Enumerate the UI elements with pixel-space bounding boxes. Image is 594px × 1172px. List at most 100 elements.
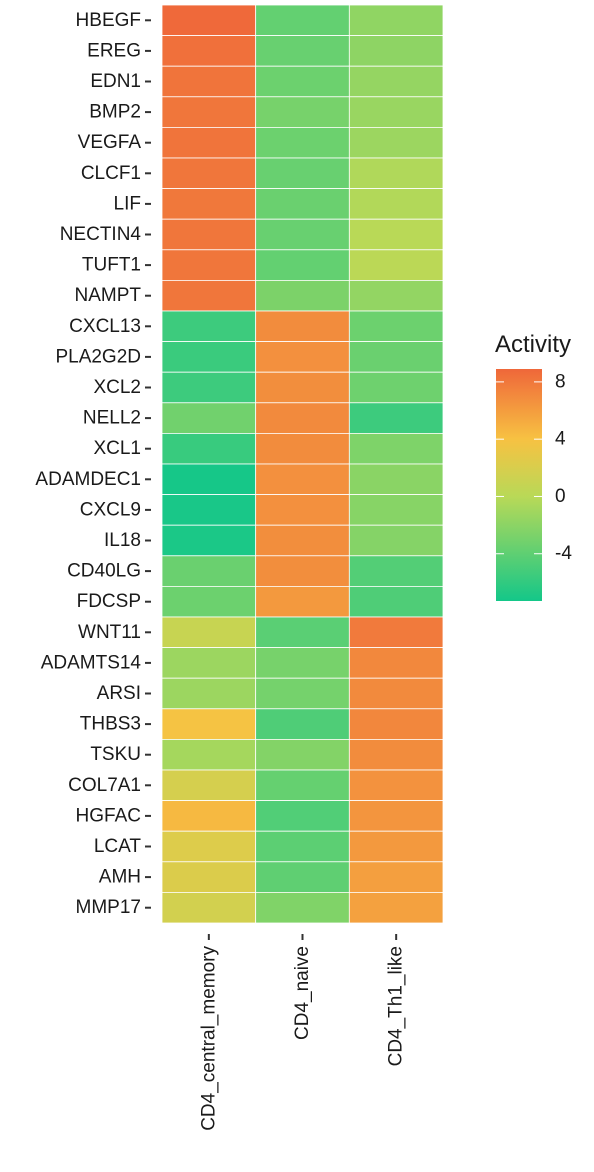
heatmap-cell <box>255 463 350 496</box>
row-label: ARSI <box>97 683 141 704</box>
heatmap-cell <box>161 35 257 67</box>
heatmap-cell <box>348 677 444 710</box>
heatmap-cell <box>348 96 444 128</box>
row-label: NELL2 <box>83 408 141 429</box>
heatmap-cell <box>161 218 257 251</box>
heatmap-cell <box>161 739 257 771</box>
column-label: CD4_Th1_like <box>386 946 407 1066</box>
heatmap-cell <box>348 892 444 924</box>
heatmap-cell <box>161 432 257 465</box>
heatmap-cell <box>255 4 350 37</box>
heatmap-cell <box>348 769 444 802</box>
heatmap-cell <box>161 188 257 220</box>
row-label: XCL2 <box>93 377 141 398</box>
heatmap-cell <box>161 647 257 679</box>
heatmap-cell <box>255 739 350 771</box>
heatmap-cell <box>255 861 350 893</box>
heatmap-cell <box>161 555 257 587</box>
heatmap-cell <box>161 586 257 618</box>
row-label: HBEGF <box>76 10 141 31</box>
heatmap-cell <box>255 800 350 832</box>
column-labels: CD4_central_memory CD4_naive CD4_Th1_like <box>198 934 407 1131</box>
heatmap-cell <box>255 35 350 67</box>
heatmap-cell <box>161 830 257 863</box>
heatmap-cell <box>255 555 350 587</box>
row-label: FDCSP <box>77 591 141 612</box>
heatmap-cell <box>255 647 350 679</box>
legend-colorbar <box>496 369 542 601</box>
heatmap-cell <box>255 402 350 434</box>
heatmap-cell <box>348 341 444 373</box>
heatmap-cell <box>348 157 444 190</box>
heatmap-cell <box>255 586 350 618</box>
row-label: ADAMDEC1 <box>35 469 141 490</box>
heatmap-cell <box>255 188 350 220</box>
heatmap-cell <box>255 524 350 557</box>
heatmap-cell <box>161 96 257 128</box>
heatmap-cell <box>255 830 350 863</box>
heatmap-cell <box>255 371 350 404</box>
heatmap-cell <box>348 249 444 281</box>
heatmap-cell <box>348 4 444 37</box>
row-label: LCAT <box>94 836 142 857</box>
heatmap-cell <box>161 769 257 802</box>
heatmap-cell <box>255 616 350 649</box>
heatmap-cell <box>255 769 350 802</box>
heatmap-cell <box>348 432 444 465</box>
heatmap-cell <box>255 218 350 251</box>
row-label: LIF <box>114 193 141 214</box>
heatmap-cell <box>348 524 444 557</box>
heatmap-cell <box>161 708 257 740</box>
heatmap-cell <box>255 65 350 98</box>
row-label: TSKU <box>90 744 141 765</box>
heatmap-cell <box>255 310 350 343</box>
heatmap-cell <box>255 157 350 190</box>
legend: Activity 8 4 0 -4 <box>495 331 572 601</box>
heatmap-cell <box>348 739 444 771</box>
heatmap-cell <box>348 861 444 893</box>
heatmap-cell <box>348 65 444 98</box>
heatmap-cell <box>348 279 444 312</box>
row-label: AMH <box>99 867 141 888</box>
row-label: COL7A1 <box>68 775 141 796</box>
row-label: XCL1 <box>93 438 141 459</box>
heatmap-cell <box>348 402 444 434</box>
heatmap-cell <box>161 892 257 924</box>
legend-ticks: 8 4 0 -4 <box>496 371 572 564</box>
heatmap-cell <box>348 127 444 159</box>
heatmap-cell <box>161 463 257 496</box>
row-label: HGFAC <box>76 805 141 826</box>
heatmap-cell <box>255 96 350 128</box>
heatmap-cell <box>348 555 444 587</box>
row-labels: HBEGF EREG EDN1 BMP2 VEGFA CLCF1 LIF NECTIN4 TUF… <box>35 10 151 918</box>
legend-title: Activity <box>495 331 571 358</box>
row-label: NAMPT <box>75 285 142 306</box>
heatmap-cell <box>161 677 257 710</box>
heatmap-cell <box>161 861 257 893</box>
heatmap-cell <box>255 249 350 281</box>
heatmap-cell <box>348 218 444 251</box>
heatmap-cell <box>348 616 444 649</box>
row-label: CXCL13 <box>69 316 141 337</box>
heatmap-cell <box>255 892 350 924</box>
heatmap-cell <box>255 708 350 740</box>
heatmap-cell <box>348 463 444 496</box>
heatmap-cell <box>161 157 257 190</box>
heatmap-cell <box>348 371 444 404</box>
legend-tick-label: 4 <box>555 429 566 450</box>
heatmap-cell <box>255 677 350 710</box>
heatmap-cell <box>255 432 350 465</box>
heatmap-cell <box>161 800 257 832</box>
heatmap-cell <box>161 402 257 434</box>
legend-tick-label: -4 <box>555 543 572 564</box>
heatmap-cell <box>161 494 257 526</box>
heatmap-cell <box>348 35 444 67</box>
heatmap-cell <box>161 4 257 37</box>
row-label: VEGFA <box>78 132 142 153</box>
row-label: BMP2 <box>89 102 141 123</box>
row-label: EDN1 <box>90 71 141 92</box>
heatmap-cell <box>348 800 444 832</box>
row-label: PLA2G2D <box>55 346 141 367</box>
heatmap-cell <box>161 65 257 98</box>
heatmap-cell <box>255 127 350 159</box>
